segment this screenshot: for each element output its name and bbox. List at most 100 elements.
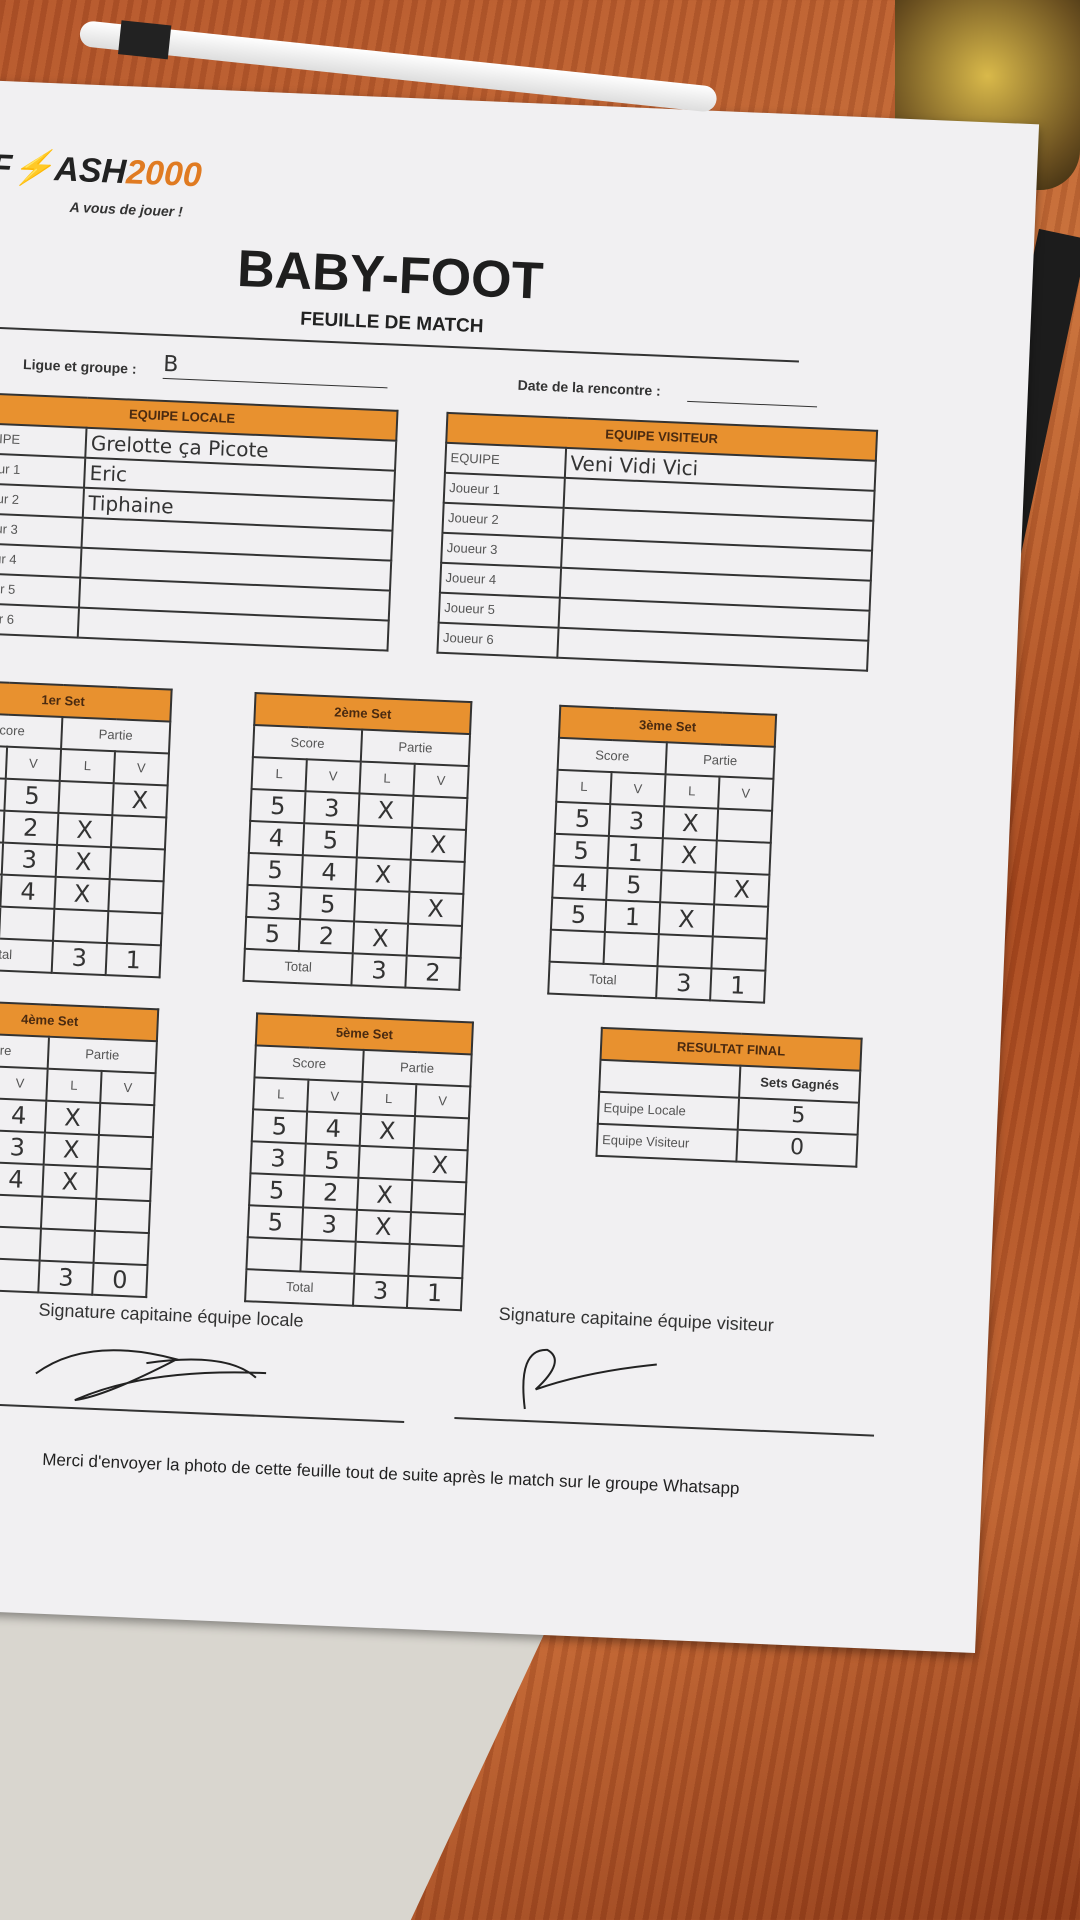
game-cell[interactable]	[409, 859, 465, 894]
game-cell[interactable]: 5	[251, 1109, 308, 1144]
game-cell[interactable]: 5	[302, 823, 359, 858]
game-cell[interactable]: 3	[608, 804, 665, 839]
game-cell[interactable]	[660, 870, 716, 905]
game-cell[interactable]	[98, 1102, 155, 1138]
game-cell[interactable]: X	[352, 921, 409, 956]
game-cell[interactable]	[110, 815, 167, 850]
game-cell[interactable]: 4	[305, 1111, 362, 1146]
game-cell[interactable]	[94, 1198, 151, 1234]
game-cell[interactable]: 5	[247, 1205, 304, 1240]
game-cell[interactable]: 3	[304, 791, 360, 826]
game-cell[interactable]	[96, 1166, 152, 1202]
game-cell[interactable]: 3	[246, 884, 302, 920]
game-cell[interactable]: 4	[0, 874, 56, 909]
game-cell[interactable]: 3	[301, 1207, 358, 1242]
game-cell[interactable]	[412, 795, 468, 831]
game-cell[interactable]: 4	[0, 1098, 47, 1133]
result-value-home[interactable]: 5	[737, 1097, 859, 1135]
game-cell[interactable]	[40, 1196, 97, 1231]
game-cell[interactable]	[39, 1228, 95, 1263]
game-cell[interactable]: X	[355, 1209, 411, 1245]
game-cell[interactable]: X	[357, 1177, 413, 1213]
away-signature[interactable]	[494, 1328, 678, 1425]
game-cell[interactable]	[93, 1230, 149, 1266]
game-cell[interactable]	[715, 840, 771, 875]
game-cell[interactable]: 5	[4, 778, 60, 813]
result-value-away[interactable]: 0	[736, 1129, 858, 1167]
game-cell[interactable]: 3	[250, 1141, 306, 1176]
date-field[interactable]	[687, 399, 818, 408]
game-cell[interactable]	[0, 1194, 43, 1229]
home-signature[interactable]	[25, 1323, 288, 1414]
total-home[interactable]: 3	[353, 1273, 409, 1308]
game-cell[interactable]: 5	[550, 897, 607, 932]
game-cell[interactable]: X	[355, 857, 411, 892]
total-away[interactable]: 1	[406, 1275, 463, 1311]
game-cell[interactable]	[711, 936, 767, 971]
game-cell[interactable]: X	[44, 1100, 101, 1135]
game-cell[interactable]	[406, 923, 462, 958]
game-cell[interactable]: 4	[248, 820, 305, 856]
game-cell[interactable]: 2	[3, 810, 59, 845]
total-home[interactable]: 3	[351, 953, 407, 988]
game-cell[interactable]	[712, 904, 769, 939]
game-cell[interactable]: X	[358, 793, 414, 828]
game-cell[interactable]	[0, 906, 55, 941]
game-cell[interactable]	[246, 1237, 302, 1272]
game-cell[interactable]: X	[410, 827, 467, 862]
total-home[interactable]: 3	[656, 966, 712, 1001]
game-cell[interactable]	[0, 1226, 41, 1261]
game-cell[interactable]	[408, 1244, 464, 1279]
total-away[interactable]: 1	[105, 943, 161, 978]
game-cell[interactable]: X	[42, 1164, 98, 1199]
game-cell[interactable]: X	[412, 1148, 468, 1183]
game-cell[interactable]: 1	[604, 899, 661, 935]
game-cell[interactable]: X	[662, 806, 719, 841]
total-home[interactable]: 3	[51, 940, 107, 976]
game-cell[interactable]: X	[43, 1132, 99, 1167]
game-cell[interactable]: 5	[244, 916, 301, 952]
game-cell[interactable]: 1	[607, 835, 663, 871]
game-cell[interactable]	[354, 1241, 410, 1276]
game-cell[interactable]	[97, 1134, 153, 1170]
game-cell[interactable]	[657, 934, 713, 969]
game-cell[interactable]	[108, 879, 164, 914]
game-cell[interactable]: 5	[300, 887, 356, 922]
game-cell[interactable]: 3	[0, 1130, 45, 1165]
game-cell[interactable]	[358, 1145, 414, 1181]
game-cell[interactable]: 5	[304, 1143, 360, 1178]
game-cell[interactable]	[53, 908, 109, 944]
game-cell[interactable]: 2	[298, 919, 355, 954]
game-cell[interactable]: 5	[247, 852, 303, 888]
total-away[interactable]: 2	[405, 955, 461, 990]
game-cell[interactable]: X	[408, 891, 464, 926]
game-cell[interactable]: X	[57, 812, 113, 848]
game-cell[interactable]: 2	[303, 1175, 359, 1210]
game-cell[interactable]: 3	[1, 842, 58, 877]
game-cell[interactable]	[603, 931, 659, 967]
game-cell[interactable]: X	[112, 783, 168, 818]
game-cell[interactable]	[716, 808, 773, 843]
game-cell[interactable]	[356, 825, 413, 860]
total-away[interactable]: 1	[710, 968, 766, 1003]
total-home[interactable]: 3	[38, 1260, 94, 1295]
game-cell[interactable]: 4	[301, 855, 357, 890]
game-cell[interactable]: 5	[249, 1173, 305, 1208]
game-cell[interactable]: X	[714, 872, 770, 907]
league-field[interactable]: B	[162, 351, 389, 389]
game-cell[interactable]: 5	[553, 833, 609, 868]
game-cell[interactable]	[106, 911, 163, 946]
game-cell[interactable]: 5	[554, 801, 611, 836]
game-cell[interactable]	[413, 1116, 469, 1151]
game-cell[interactable]: X	[55, 844, 111, 880]
game-cell[interactable]: 4	[0, 1162, 44, 1197]
game-cell[interactable]: X	[359, 1113, 415, 1149]
game-cell[interactable]: X	[658, 902, 715, 937]
game-cell[interactable]: X	[54, 876, 110, 912]
game-cell[interactable]	[109, 847, 165, 882]
game-cell[interactable]	[58, 780, 114, 816]
game-cell[interactable]	[410, 1180, 467, 1215]
game-cell[interactable]	[354, 889, 410, 924]
game-cell[interactable]: X	[661, 838, 717, 873]
total-away[interactable]: 0	[92, 1262, 148, 1298]
